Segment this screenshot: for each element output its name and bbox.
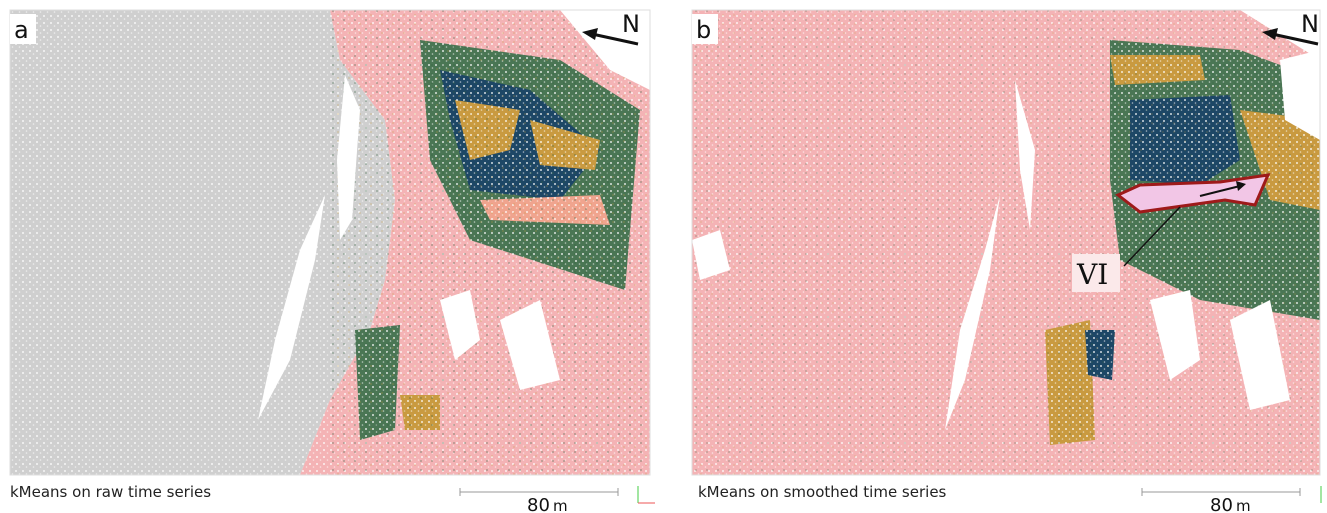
scale-unit: m bbox=[553, 497, 568, 513]
annotation: VI bbox=[1076, 258, 1108, 291]
panel-a-map bbox=[10, 10, 650, 475]
caption: kMeans on raw time series bbox=[10, 483, 211, 501]
figure: a N kMeans on raw time series 80 m b N V… bbox=[0, 0, 1327, 513]
page: {"panels": [ {"label": "a", "north": "N"… bbox=[0, 0, 1327, 513]
panel-label: a bbox=[14, 16, 29, 44]
north-label: N bbox=[622, 10, 640, 38]
scale-unit: m bbox=[1236, 497, 1251, 513]
panel-label: b bbox=[696, 16, 711, 44]
caption: kMeans on smoothed time series bbox=[698, 483, 947, 501]
panel-b-map bbox=[692, 10, 1320, 475]
scale-value: 80 bbox=[1210, 495, 1233, 513]
north-label: N bbox=[1301, 10, 1319, 38]
scale-value: 80 bbox=[527, 495, 550, 513]
